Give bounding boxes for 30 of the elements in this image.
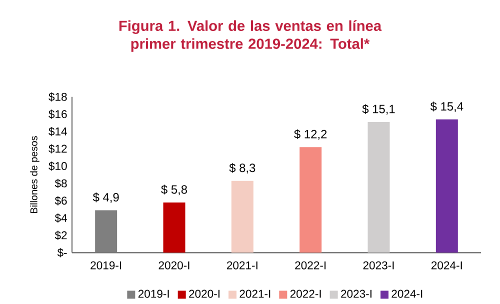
- legend-label: 2020-I: [189, 290, 220, 298]
- y-tick-label: $14: [48, 126, 67, 136]
- x-tick-label: 2022-I: [295, 261, 326, 270]
- legend-label: 2022-I: [290, 290, 321, 298]
- legend-label: 2023-I: [341, 290, 372, 298]
- data-label: $ 4,9: [92, 192, 119, 203]
- chart-title: Figura 1. Valor de las ventas en línea primer trimestre 2019-2024: Total*: [119, 20, 382, 52]
- data-label: $ 5,8: [161, 184, 188, 196]
- data-label: $ 12,2: [294, 129, 327, 140]
- x-tick-label: 2019-I: [90, 261, 122, 270]
- y-tick-label: $2: [54, 230, 67, 240]
- legend-label: 2024-I: [392, 290, 422, 298]
- x-tick-label: 2023-I: [363, 261, 394, 270]
- y-tick-label: $18: [48, 92, 67, 102]
- y-tick-label: $8: [54, 178, 67, 188]
- x-tick-label: 2024-I: [431, 261, 462, 270]
- legend-label: 2019-I: [138, 290, 169, 298]
- y-tick-label: $6: [54, 196, 67, 206]
- y-tick-label: $-: [57, 248, 67, 258]
- data-label: $ 8,3: [229, 163, 256, 174]
- data-label: $ 15,4: [430, 102, 464, 112]
- y-axis-title: Billones de pesos: [30, 136, 40, 214]
- x-tick-label: 2020-I: [158, 261, 190, 270]
- y-tick-label: $12: [48, 144, 67, 154]
- x-tick-label: 2021-I: [226, 261, 258, 270]
- y-tick-label: $4: [54, 213, 67, 223]
- y-tick-label: $10: [48, 162, 67, 171]
- data-label: $ 15,1: [362, 104, 395, 115]
- legend-label: 2021-I: [240, 290, 270, 298]
- y-tick-label: $16: [48, 110, 67, 119]
